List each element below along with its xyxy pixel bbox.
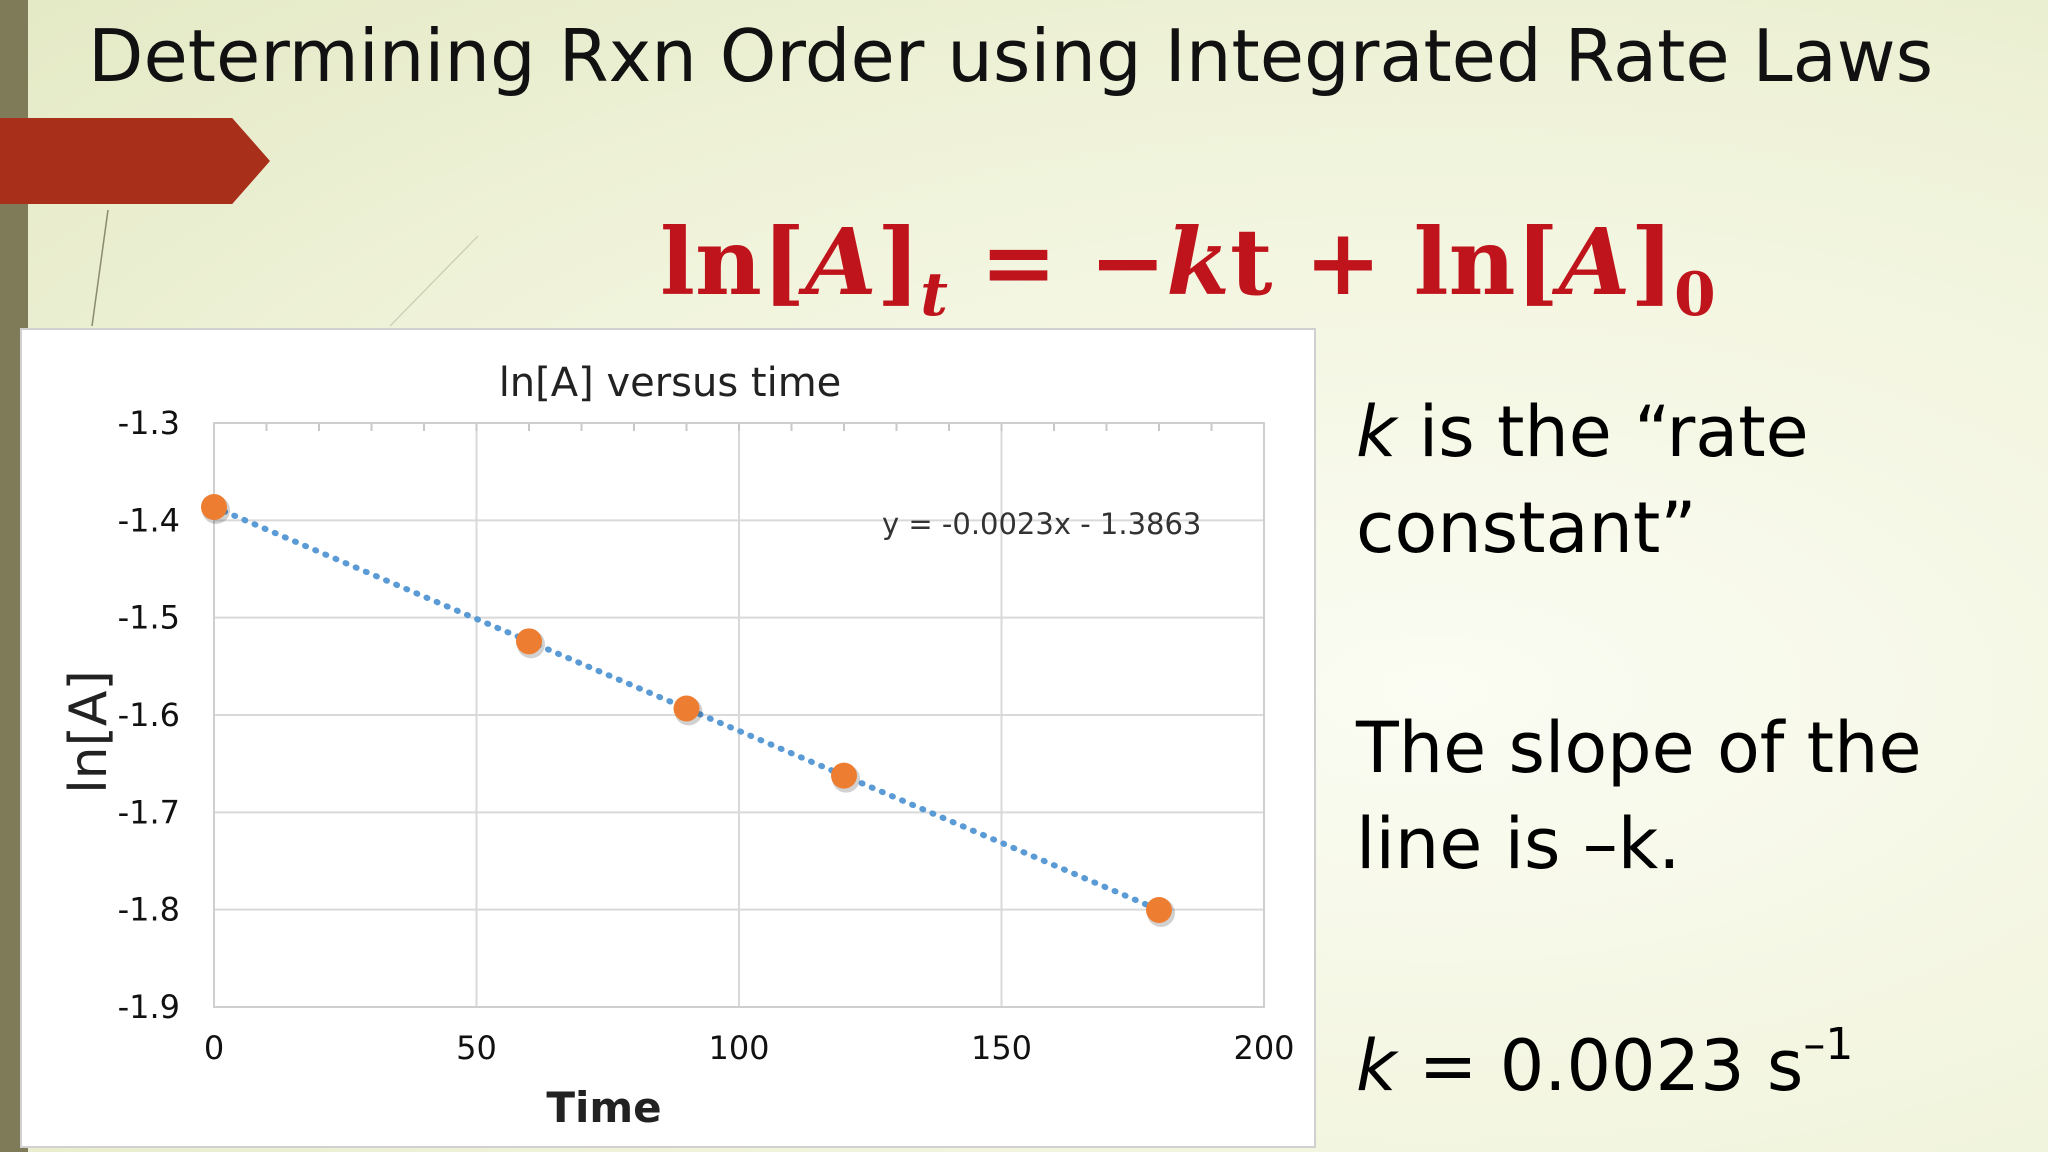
x-tick-label: 0 — [204, 1029, 224, 1067]
data-points — [201, 493, 1175, 927]
scatter-chart: -1.3 -1.4 -1.5 -1.6 -1.7 -1.8 -1.9 0 50 100 150 200… — [59, 360, 1295, 1132]
decorative-lines — [91, 209, 479, 327]
x-tick-label: 200 — [1233, 1029, 1294, 1067]
y-tick-label: -1.3 — [118, 404, 180, 442]
x-axis-label: Time — [546, 1083, 661, 1132]
slope-line-1: The slope of the — [1356, 707, 1922, 789]
y-axis-label: ln[A] — [59, 670, 119, 794]
x-tick-label: 100 — [708, 1029, 769, 1067]
integrated-rate-law-equation: ln[A]t = −kt + ln[A]0 — [660, 208, 1716, 330]
y-tick-label: -1.9 — [118, 988, 180, 1026]
trendline-equation: y = -0.0023x - 1.3863 — [882, 507, 1201, 541]
trendline — [211, 503, 1162, 913]
tick-labels: -1.3 -1.4 -1.5 -1.6 -1.7 -1.8 -1.9 0 50 100 150 200 — [118, 404, 1295, 1067]
slide-title: Determining Rxn Order using Integrated R… — [88, 14, 1934, 98]
axes — [213, 422, 1265, 1008]
data-point — [831, 762, 857, 789]
title-arrow-shape — [0, 118, 270, 204]
data-point — [516, 628, 542, 655]
plot-frame — [213, 422, 1265, 1008]
x-tick-label: 50 — [456, 1029, 497, 1067]
slope-note: The slope of the line is –k. — [1356, 700, 1922, 892]
rate-constant-definition: k is the “rate constant” — [1356, 384, 1809, 576]
data-point — [201, 493, 227, 520]
y-tick-label: -1.6 — [118, 696, 180, 734]
chart-title: ln[A] versus time — [499, 360, 842, 406]
data-point — [673, 695, 700, 722]
y-tick-label: -1.8 — [118, 891, 180, 929]
data-point — [1146, 896, 1172, 923]
chart-panel: -1.3 -1.4 -1.5 -1.6 -1.7 -1.8 -1.9 0 50 100 150 200… — [20, 328, 1316, 1148]
y-tick-label: -1.4 — [118, 501, 180, 539]
k-value: k = 0.0023 s–1 — [1356, 1019, 1854, 1107]
x-tick-label: 150 — [971, 1029, 1032, 1067]
k-def-line-1: k is the “rate — [1356, 391, 1809, 473]
y-tick-label: -1.7 — [118, 793, 180, 831]
trendline-layer — [211, 503, 1162, 913]
y-tick-label: -1.5 — [118, 599, 180, 637]
k-def-line-2: constant” — [1356, 487, 1697, 569]
slope-line-2: line is –k. — [1356, 803, 1681, 885]
